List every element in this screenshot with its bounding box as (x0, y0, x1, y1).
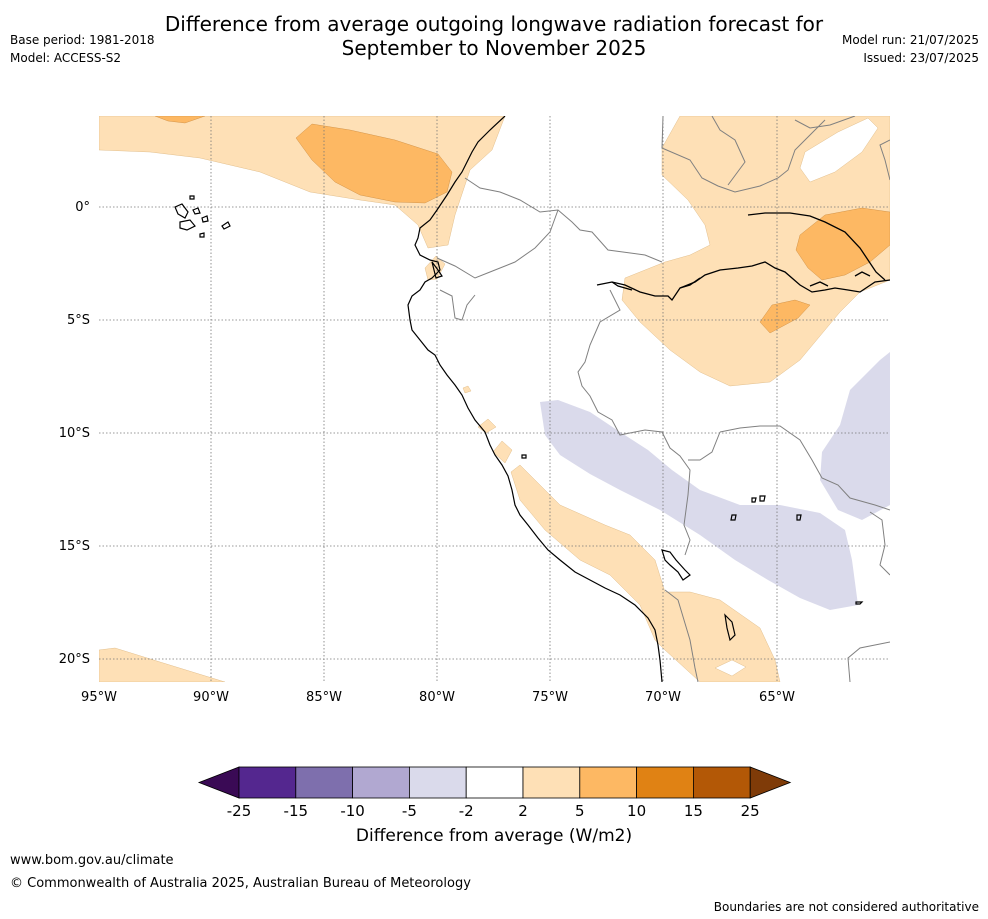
colorbar-tick-label: 2 (518, 802, 528, 820)
lon-label-75w: 75°W (532, 690, 568, 705)
colorbar-tick-label: -15 (284, 802, 309, 820)
colorbar: -25 -15 -10 -5 -2 2 5 10 15 25 (0, 760, 988, 820)
lon-label-70w: 70°W (645, 690, 681, 705)
colorbar-tick-label: -5 (402, 802, 417, 820)
colorbar-tick-label: -10 (340, 802, 365, 820)
lon-label-90w: 90°W (193, 690, 229, 705)
lon-label-85w: 85°W (306, 690, 342, 705)
colorbar-swatch (239, 767, 296, 798)
colorbar-swatch (409, 767, 466, 798)
map: 0° 5°S 10°S 15°S 20°S 95°W 90°W 85°W 80°… (0, 0, 988, 740)
lat-label-20s: 20°S (59, 652, 90, 667)
footer-copyright: © Commonwealth of Australia 2025, Austra… (10, 876, 471, 891)
colorbar-swatch (296, 767, 353, 798)
lon-label-80w: 80°W (419, 690, 455, 705)
colorbar-arrow-high (750, 767, 790, 798)
lon-label-65w: 65°W (759, 690, 795, 705)
footer-note: Boundaries are not considered authoritat… (714, 900, 979, 914)
colorbar-swatch (353, 767, 410, 798)
colorbar-tick-label: 15 (684, 802, 703, 820)
colorbar-swatch (693, 767, 750, 798)
lon-labels: 95°W 90°W 85°W 80°W 75°W 70°W 65°W (81, 690, 795, 705)
colorbar-tick-label: 25 (741, 802, 760, 820)
footer-url[interactable]: www.bom.gov.au/climate (10, 853, 174, 868)
colorbar-swatch (580, 767, 637, 798)
colorbar-tick-label: -25 (227, 802, 252, 820)
colorbar-swatches (199, 767, 790, 798)
lat-label-0: 0° (75, 200, 90, 215)
colorbar-swatch (466, 767, 523, 798)
colorbar-swatch (637, 767, 694, 798)
colorbar-tick-label: 10 (627, 802, 646, 820)
map-area (99, 116, 890, 682)
colorbar-ticks: -25 -15 -10 -5 -2 2 5 10 15 25 (227, 802, 760, 820)
colorbar-title: Difference from average (W/m2) (0, 826, 988, 846)
colorbar-arrow-low (199, 767, 239, 798)
colorbar-tick-label: -2 (459, 802, 474, 820)
colorbar-swatch (523, 767, 580, 798)
lat-label-10s: 10°S (59, 426, 90, 441)
lon-label-95w: 95°W (81, 690, 117, 705)
lat-label-5s: 5°S (67, 313, 90, 328)
lat-label-15s: 15°S (59, 539, 90, 554)
lat-labels: 0° 5°S 10°S 15°S 20°S (59, 200, 90, 667)
colorbar-tick-label: 5 (575, 802, 585, 820)
